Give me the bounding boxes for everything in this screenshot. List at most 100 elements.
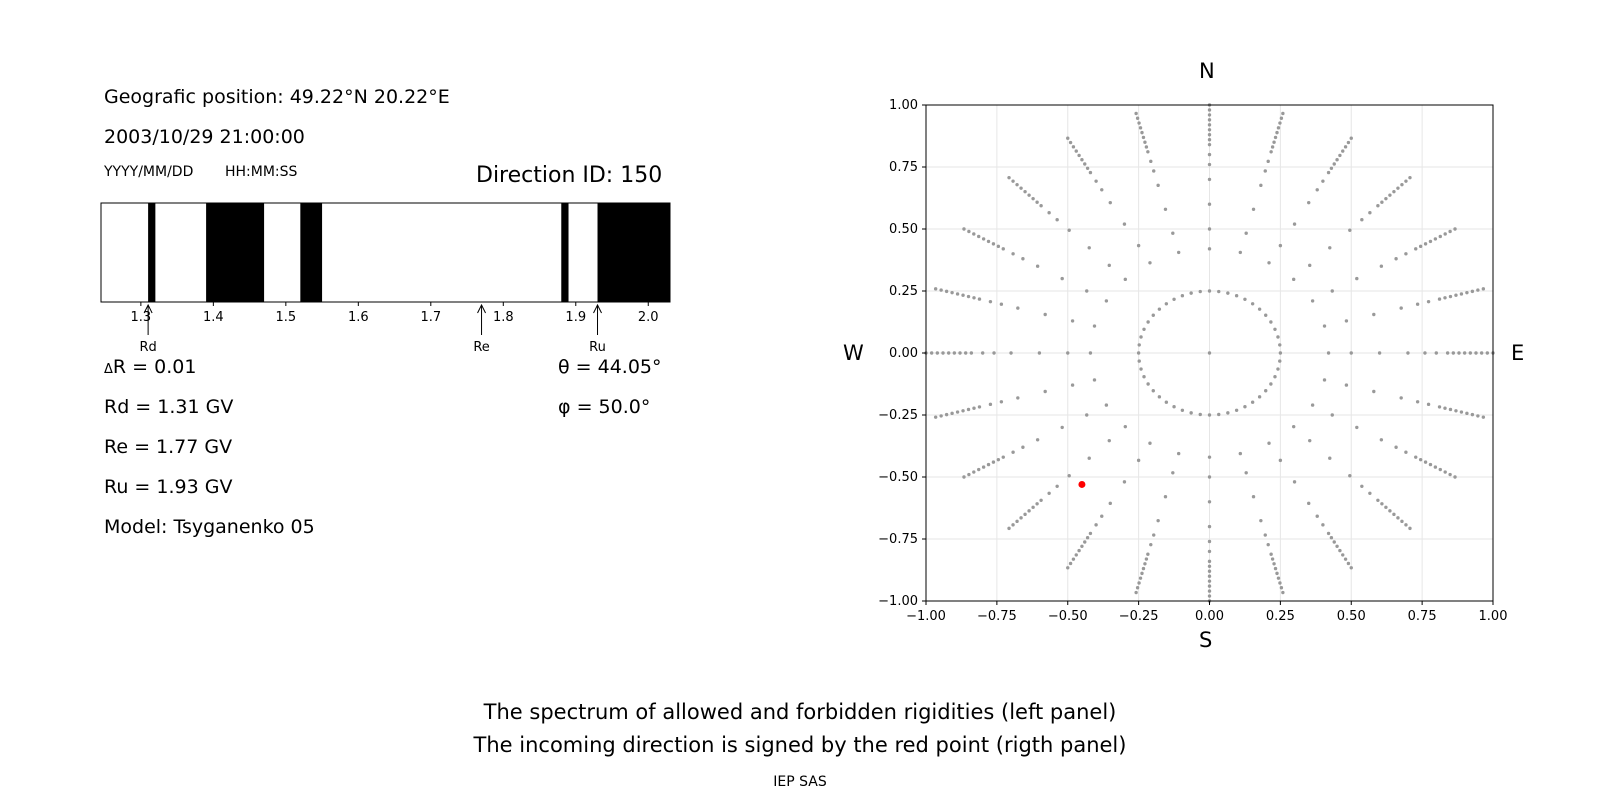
direction-point xyxy=(991,460,996,464)
rigidity-spectrum-chart: 1.3 1.4 1.5 1.6 1.7 1.8 1.9 2.0 Rd Re Ru xyxy=(100,202,671,355)
direction-point xyxy=(1207,118,1212,122)
direction-point xyxy=(1123,277,1128,282)
direction-point xyxy=(944,289,949,294)
direction-point xyxy=(1257,395,1262,399)
direction-point xyxy=(1276,335,1280,339)
direction-point xyxy=(1273,566,1278,571)
direction-point xyxy=(1380,502,1384,506)
direction-point xyxy=(992,351,996,355)
direction-point xyxy=(1459,410,1464,414)
direction-point xyxy=(1415,302,1420,306)
direction-point xyxy=(1207,133,1212,137)
direction-point xyxy=(1176,451,1181,456)
geographic-position: Geografic position: 49.22°N 20.22°E xyxy=(104,86,450,108)
direction-point xyxy=(1273,327,1277,331)
caption-line-1: The spectrum of allowed and forbidden ri… xyxy=(483,700,1117,724)
x-tick-label: −0.25 xyxy=(1119,609,1159,624)
direction-point xyxy=(961,293,965,297)
direction-point xyxy=(1207,227,1212,231)
direction-point xyxy=(1462,351,1467,355)
direction-point xyxy=(1428,462,1433,467)
direction-point xyxy=(1276,367,1280,371)
forbidden-band xyxy=(300,203,323,302)
direction-point xyxy=(1135,586,1140,590)
direction-point xyxy=(939,288,943,292)
direction-point xyxy=(1238,250,1243,255)
direction-point xyxy=(1136,243,1141,248)
direction-point xyxy=(1379,438,1384,442)
direction-point xyxy=(986,462,991,467)
direction-point xyxy=(1335,158,1339,162)
direction-point xyxy=(941,351,945,355)
direction-point xyxy=(1088,531,1093,536)
spectrum-tick-label: 1.8 xyxy=(493,310,514,325)
direction-point xyxy=(1243,297,1247,302)
direction-point xyxy=(1077,548,1081,553)
x-tick-label: −1.00 xyxy=(906,609,946,624)
direction-point xyxy=(1315,188,1319,192)
direction-point xyxy=(1377,351,1382,355)
direction-point xyxy=(1143,140,1147,144)
direction-point xyxy=(1415,400,1420,404)
direction-point xyxy=(1476,288,1480,292)
direction-point xyxy=(1414,455,1418,459)
direction-point xyxy=(1066,566,1070,570)
direction-point xyxy=(1423,242,1428,246)
direction-point xyxy=(991,242,996,246)
x-tick-label: 0.75 xyxy=(1408,609,1437,624)
marker-label-re: Re xyxy=(473,340,489,355)
direction-point xyxy=(972,296,976,300)
direction-point xyxy=(1164,302,1169,306)
direction-point xyxy=(1443,296,1447,300)
direction-point xyxy=(950,290,954,295)
date-format-label: YYYY/MM/DD xyxy=(104,164,194,180)
direction-point xyxy=(1207,247,1212,251)
direction-point xyxy=(952,351,957,355)
direction-point xyxy=(1151,313,1155,317)
direction-point xyxy=(1433,465,1438,469)
direction-point xyxy=(1279,116,1284,120)
direction-point xyxy=(981,237,986,241)
direction-point xyxy=(1023,189,1027,194)
direction-point xyxy=(1392,512,1396,517)
direction-point xyxy=(1163,495,1168,499)
direction-point xyxy=(1329,166,1334,170)
forbidden-band xyxy=(561,203,569,302)
direction-point xyxy=(1137,121,1141,125)
direction-point xyxy=(1481,415,1486,419)
direction-point xyxy=(1443,470,1447,474)
direction-point xyxy=(958,351,962,355)
credit: IEP SAS xyxy=(773,774,827,790)
rd-value: Rd = 1.31 GV xyxy=(104,396,234,418)
direction-point xyxy=(1047,211,1051,215)
direction-point xyxy=(1315,514,1319,518)
direction-point xyxy=(1307,501,1311,506)
direction-point xyxy=(1408,526,1412,531)
marker-label-rd: Rd xyxy=(139,340,156,355)
direction-point xyxy=(1148,441,1152,445)
direction-point xyxy=(1134,111,1138,116)
incoming-direction-point xyxy=(1078,480,1086,488)
direction-point xyxy=(1077,153,1081,158)
direction-point xyxy=(1251,207,1256,211)
direction-point xyxy=(1207,569,1212,573)
direction-point xyxy=(1308,438,1312,443)
y-tick-label: −0.25 xyxy=(878,408,918,423)
direction-point xyxy=(1448,472,1452,477)
direction-point xyxy=(977,297,982,301)
direction-point xyxy=(1001,247,1005,251)
direction-point xyxy=(1278,243,1283,248)
direction-point xyxy=(999,302,1004,306)
direction-point xyxy=(1360,484,1364,488)
direction-point xyxy=(1257,307,1262,311)
direction-point xyxy=(1135,116,1140,120)
direction-point xyxy=(1092,324,1097,328)
direction-point xyxy=(1142,327,1146,331)
direction-point xyxy=(1148,261,1152,265)
direction-point xyxy=(1011,179,1015,183)
direction-point xyxy=(944,412,949,417)
direction-point xyxy=(988,402,993,407)
direction-point xyxy=(981,351,985,355)
direction-point xyxy=(1039,203,1043,208)
direction-point xyxy=(1136,458,1141,463)
